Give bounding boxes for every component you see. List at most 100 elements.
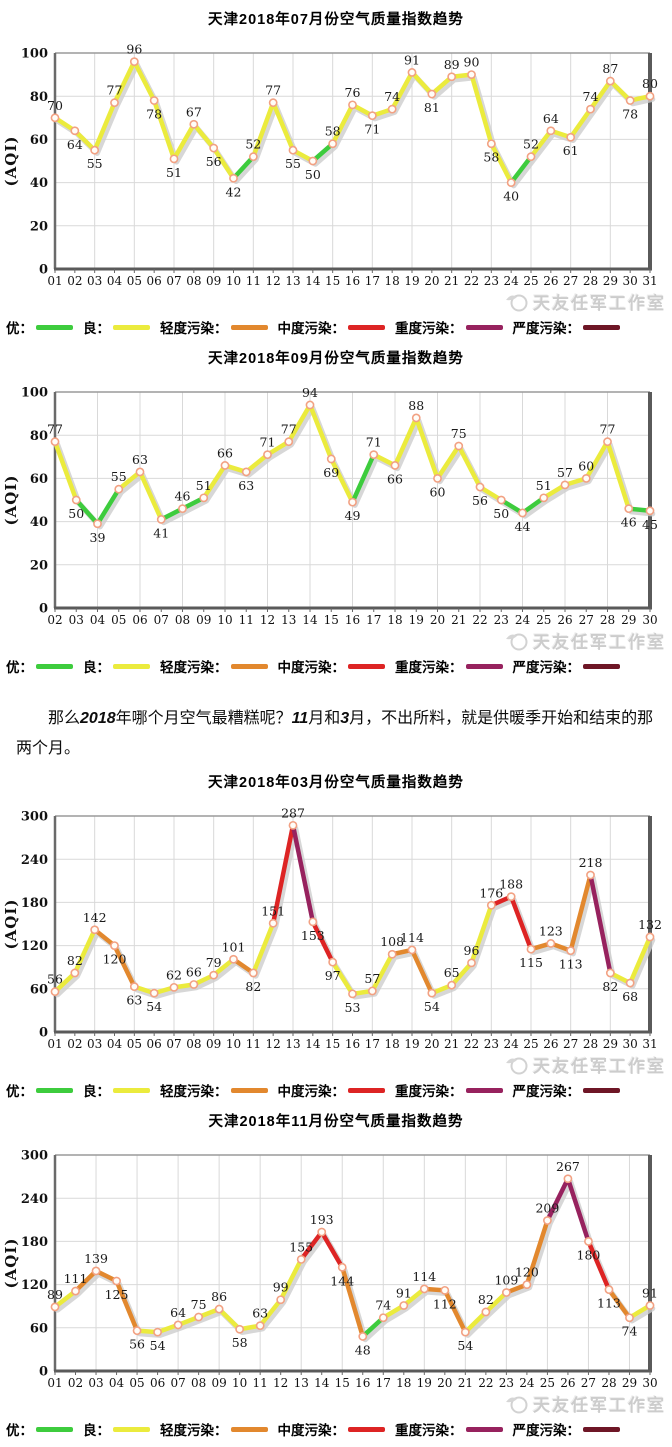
svg-text:60: 60 (30, 1322, 48, 1337)
svg-text:25: 25 (523, 274, 538, 288)
data-point (50, 113, 60, 123)
svg-text:27: 27 (579, 613, 594, 627)
legend-label: 严度污染： (512, 1084, 581, 1100)
data-point (268, 98, 278, 108)
data-point (241, 467, 251, 477)
data-point (369, 450, 379, 460)
data-point-label: 56 (472, 493, 488, 508)
data-point (460, 1327, 470, 1337)
legend-item: 良： (83, 1080, 160, 1100)
data-point-label: 74 (583, 89, 599, 104)
data-point-label: 58 (232, 1335, 248, 1350)
legend-row: 优： 良： 轻度污染： 中度污染： 重度污染： 严度污染： 天友任军工作室 (6, 1396, 672, 1441)
data-point (189, 980, 199, 990)
data-point-label: 111 (64, 1271, 88, 1286)
svg-text:20: 20 (437, 1376, 452, 1390)
data-point-label: 60 (430, 484, 446, 499)
data-point-label: 58 (483, 150, 499, 165)
studio-logo-icon (506, 633, 528, 650)
svg-text:03: 03 (69, 613, 84, 627)
svg-text:05: 05 (111, 613, 126, 627)
data-point (586, 104, 595, 114)
data-point (348, 989, 357, 999)
data-point-label: 64 (67, 137, 83, 152)
svg-text:17: 17 (366, 613, 381, 627)
legend-swatch (36, 324, 73, 330)
legend-item: 优： (6, 656, 83, 676)
data-point (326, 454, 336, 464)
svg-text:12: 12 (260, 613, 275, 627)
data-point-label: 79 (206, 955, 222, 970)
legend-label: 轻度污染： (160, 1084, 228, 1100)
data-point (50, 1302, 60, 1312)
svg-text:04: 04 (107, 274, 123, 288)
data-point-label: 63 (238, 478, 254, 493)
data-point-label: 54 (150, 1338, 166, 1353)
data-point (566, 946, 576, 956)
data-point (348, 497, 357, 507)
svg-text:20: 20 (424, 274, 439, 288)
data-point-label: 54 (146, 999, 162, 1014)
data-point-label: 74 (375, 1298, 391, 1313)
data-point (539, 493, 549, 503)
data-point (625, 978, 635, 988)
data-point-label: 67 (186, 104, 202, 119)
data-point-label: 44 (515, 519, 531, 534)
svg-text:29: 29 (603, 1037, 618, 1051)
data-point (305, 400, 315, 410)
legend-label: 良： (83, 321, 110, 336)
svg-text:16: 16 (355, 1376, 370, 1390)
legend-item: 中度污染： (278, 656, 396, 676)
svg-text:25: 25 (523, 1037, 538, 1051)
data-point-label: 90 (464, 55, 480, 70)
data-point-label: 56 (206, 154, 222, 169)
data-point-label: 66 (186, 965, 202, 980)
data-point (248, 152, 258, 162)
data-point (605, 76, 615, 86)
data-point-label: 52 (523, 137, 539, 152)
note-emphasis: 11 (291, 710, 309, 727)
chart-canvas-november: 0 60 120 180 240 300 (AQI) 01 02 03 04 05 06 07 08 09 10… (2, 1149, 658, 1390)
data-point-label: 74 (384, 89, 400, 104)
watermark: 天友任军工作室 (503, 1052, 666, 1077)
svg-text:06: 06 (147, 274, 162, 288)
svg-text:26: 26 (543, 1037, 558, 1051)
data-point-label: 61 (563, 143, 579, 158)
legend-row: 优： 良： 轻度污染： 中度污染： 重度污染： 严度污染： 天友任军工作室 (6, 633, 672, 678)
svg-text:05: 05 (127, 274, 142, 288)
svg-text:09: 09 (206, 1037, 221, 1051)
svg-text:240: 240 (21, 1192, 48, 1207)
data-point-label: 120 (515, 1265, 539, 1280)
data-point (407, 945, 417, 955)
data-point (447, 72, 457, 82)
data-point-label: 53 (345, 1000, 361, 1015)
svg-text:25: 25 (540, 1376, 555, 1390)
data-point (411, 413, 421, 423)
data-point (506, 892, 516, 902)
data-point-label: 97 (325, 968, 341, 983)
data-point-label: 113 (597, 1296, 621, 1311)
svg-text:07: 07 (154, 613, 169, 627)
svg-text:240: 240 (21, 853, 48, 868)
data-point-label: 151 (261, 903, 285, 918)
svg-text:17: 17 (365, 274, 380, 288)
data-point (496, 495, 506, 505)
data-point-label: 68 (622, 989, 638, 1004)
data-point (581, 474, 591, 483)
svg-text:15: 15 (324, 613, 339, 627)
chart-canvas-september: 0 20 40 60 80 100 (AQI) 02 03 04 05 06 07 08 09 10 11 12 1… (2, 385, 658, 627)
data-point (467, 958, 476, 968)
legend-item: 轻度污染： (160, 656, 278, 676)
svg-text:23: 23 (484, 1037, 499, 1051)
legend-item: 严度污染： (513, 317, 631, 337)
svg-text:0: 0 (39, 1365, 48, 1380)
legend-label: 重度污染： (395, 321, 463, 336)
data-point (110, 941, 119, 951)
data-point (214, 1304, 224, 1314)
data-point (546, 126, 556, 136)
svg-text:20: 20 (30, 558, 48, 573)
svg-text:21: 21 (458, 1376, 473, 1390)
svg-text:13: 13 (285, 1037, 300, 1051)
data-point (194, 1312, 204, 1322)
data-point-label: 218 (579, 855, 603, 870)
